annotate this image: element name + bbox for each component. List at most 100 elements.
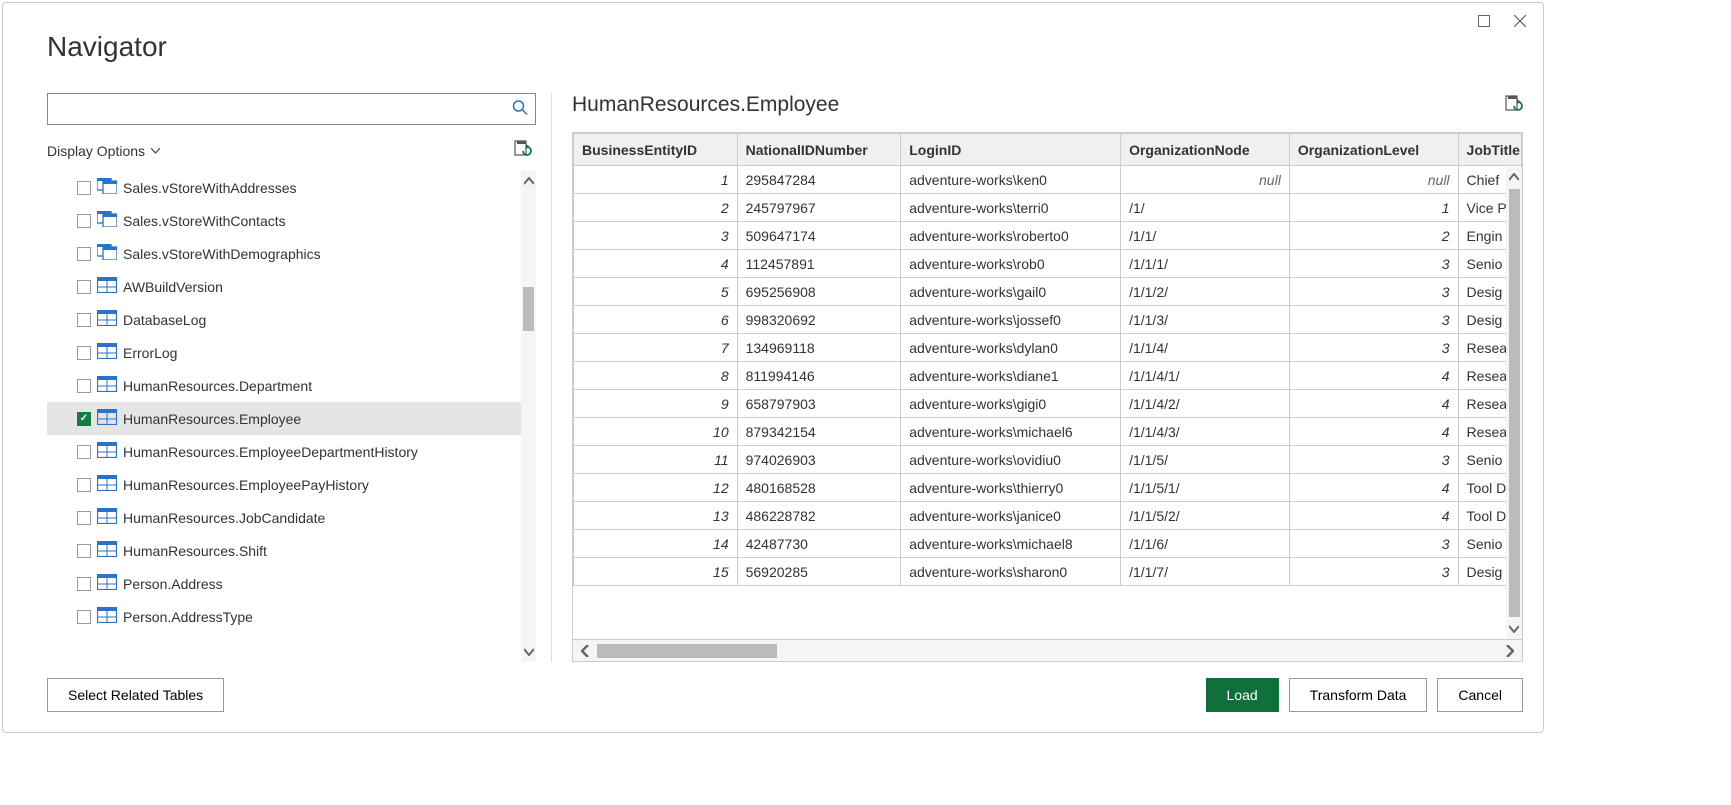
cancel-button[interactable]: Cancel (1437, 678, 1523, 712)
table-row[interactable]: 1295847284adventure-works\ken0nullnullCh… (574, 166, 1522, 194)
table-cell: 695256908 (737, 278, 901, 306)
table-row[interactable]: 5695256908adventure-works\gail0/1/1/2/3D… (574, 278, 1522, 306)
table-cell: 3 (1289, 306, 1458, 334)
tree-item[interactable]: DatabaseLog (47, 303, 536, 336)
table-row[interactable]: 2245797967adventure-works\terri0/1/1Vice… (574, 194, 1522, 222)
preview-refresh-button[interactable] (1505, 95, 1523, 116)
table-cell: 4 (1289, 418, 1458, 446)
maximize-button[interactable] (1476, 13, 1492, 29)
table-cell: 12 (574, 474, 738, 502)
checkbox[interactable] (77, 511, 91, 525)
table-row[interactable]: 4112457891adventure-works\rob0/1/1/1/3Se… (574, 250, 1522, 278)
table-v-scrollbar[interactable] (1506, 167, 1522, 639)
tree-item[interactable]: Sales.vStoreWithDemographics (47, 237, 536, 270)
checkbox[interactable] (77, 247, 91, 261)
table-cell: adventure-works\ovidiu0 (901, 446, 1121, 474)
checkbox[interactable] (77, 544, 91, 558)
close-button[interactable] (1512, 13, 1528, 29)
tree-item[interactable]: HumanResources.JobCandidate (47, 501, 536, 534)
tree-item[interactable]: HumanResources.Shift (47, 534, 536, 567)
table-cell: /1/1/4/2/ (1121, 390, 1290, 418)
tree-item-label: Person.AddressType (123, 609, 536, 625)
table-cell: 4 (1289, 362, 1458, 390)
scroll-thumb[interactable] (597, 644, 777, 658)
table-cell: 1 (1289, 194, 1458, 222)
tree-container: Sales.vStoreWithAddressesSales.vStoreWit… (47, 171, 536, 662)
search-icon[interactable] (512, 100, 528, 119)
scroll-down-arrow[interactable] (521, 642, 536, 662)
column-header[interactable]: JobTitle (1458, 134, 1521, 166)
scroll-up-arrow[interactable] (1509, 167, 1519, 187)
checkbox[interactable] (77, 280, 91, 294)
select-related-tables-button[interactable]: Select Related Tables (47, 678, 224, 712)
scroll-thumb[interactable] (523, 287, 534, 331)
tree-item-label: DatabaseLog (123, 312, 536, 328)
scroll-up-arrow[interactable] (521, 171, 536, 191)
table-cell: /1/1/5/2/ (1121, 502, 1290, 530)
table-cell: null (1289, 166, 1458, 194)
table-row[interactable]: 7134969118adventure-works\dylan0/1/1/4/3… (574, 334, 1522, 362)
tree-item[interactable]: HumanResources.EmployeeDepartmentHistory (47, 435, 536, 468)
table-row[interactable]: 11974026903adventure-works\ovidiu0/1/1/5… (574, 446, 1522, 474)
scroll-left-arrow[interactable] (573, 640, 597, 662)
checkbox[interactable] (77, 610, 91, 624)
tree-item[interactable]: HumanResources.Department (47, 369, 536, 402)
scroll-right-arrow[interactable] (1498, 640, 1522, 662)
scroll-thumb[interactable] (1509, 189, 1520, 617)
column-header[interactable]: OrganizationNode (1121, 134, 1290, 166)
checkbox[interactable] (77, 214, 91, 228)
checkbox[interactable] (77, 181, 91, 195)
table-row[interactable]: 1556920285adventure-works\sharon0/1/1/7/… (574, 558, 1522, 586)
tree-item-label: HumanResources.JobCandidate (123, 510, 536, 526)
table-cell: /1/1/4/ (1121, 334, 1290, 362)
table-cell: /1/1/4/3/ (1121, 418, 1290, 446)
table-cell: /1/1/4/1/ (1121, 362, 1290, 390)
display-options-dropdown[interactable]: Display Options (47, 143, 160, 159)
tree-item-label: HumanResources.Employee (123, 411, 536, 427)
tree-scrollbar[interactable] (521, 171, 536, 662)
scroll-track[interactable] (597, 644, 1498, 658)
table-cell: /1/1/2/ (1121, 278, 1290, 306)
table-cell: 3 (574, 222, 738, 250)
transform-data-button[interactable]: Transform Data (1289, 678, 1428, 712)
column-header[interactable]: LoginID (901, 134, 1121, 166)
checkbox[interactable] (77, 478, 91, 492)
content-area: Display Options Sales.vStoreWithAddresse… (47, 93, 1523, 662)
tree-item[interactable]: HumanResources.EmployeePayHistory (47, 468, 536, 501)
checkbox[interactable] (77, 379, 91, 393)
table-row[interactable]: 10879342154adventure-works\michael6/1/1/… (574, 418, 1522, 446)
table-row[interactable]: 8811994146adventure-works\diane1/1/1/4/1… (574, 362, 1522, 390)
column-header[interactable]: NationalIDNumber (737, 134, 901, 166)
search-input[interactable] (47, 93, 536, 125)
table-row[interactable]: 9658797903adventure-works\gigi0/1/1/4/2/… (574, 390, 1522, 418)
tree-item[interactable]: Sales.vStoreWithContacts (47, 204, 536, 237)
table-cell: /1/1/7/ (1121, 558, 1290, 586)
scroll-down-arrow[interactable] (1509, 619, 1519, 639)
checkbox[interactable] (77, 346, 91, 360)
checkbox[interactable] (77, 445, 91, 459)
table-h-scrollbar[interactable] (573, 639, 1522, 661)
tree-item-label: HumanResources.EmployeeDepartmentHistory (123, 444, 536, 460)
load-button[interactable]: Load (1206, 678, 1279, 712)
table-row[interactable]: 12480168528adventure-works\thierry0/1/1/… (574, 474, 1522, 502)
checkbox[interactable] (77, 577, 91, 591)
tree-item[interactable]: AWBuildVersion (47, 270, 536, 303)
column-header[interactable]: BusinessEntityID (574, 134, 738, 166)
table-row[interactable]: 1442487730adventure-works\michael8/1/1/6… (574, 530, 1522, 558)
refresh-button[interactable] (514, 140, 532, 161)
table-row[interactable]: 3509647174adventure-works\roberto0/1/1/2… (574, 222, 1522, 250)
tree-item[interactable]: Person.Address (47, 567, 536, 600)
table-cell: /1/1/5/ (1121, 446, 1290, 474)
tree-item[interactable]: HumanResources.Employee (47, 402, 536, 435)
table-cell: 509647174 (737, 222, 901, 250)
column-header[interactable]: OrganizationLevel (1289, 134, 1458, 166)
table-row[interactable]: 6998320692adventure-works\jossef0/1/1/3/… (574, 306, 1522, 334)
checkbox[interactable] (77, 313, 91, 327)
table-row[interactable]: 13486228782adventure-works\janice0/1/1/5… (574, 502, 1522, 530)
tree-item[interactable]: ErrorLog (47, 336, 536, 369)
table-icon (97, 310, 117, 329)
table-cell: 56920285 (737, 558, 901, 586)
tree-item[interactable]: Person.AddressType (47, 600, 536, 633)
tree-item[interactable]: Sales.vStoreWithAddresses (47, 171, 536, 204)
checkbox[interactable] (77, 412, 91, 426)
